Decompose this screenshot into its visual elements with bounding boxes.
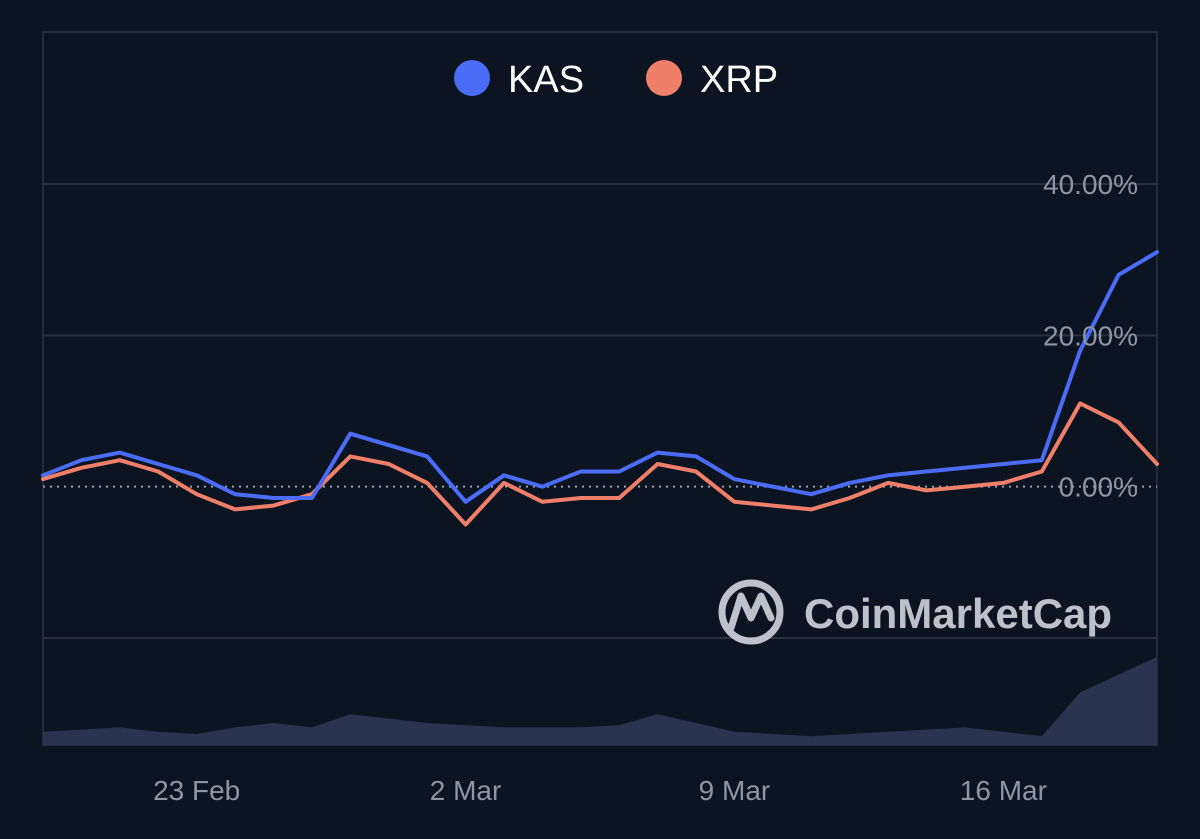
legend-kas-label: KAS (508, 59, 584, 101)
x-tick-label: 23 Feb (153, 775, 240, 806)
y-axis-ticks: 40.00% 20.00% 0.00% (1043, 169, 1138, 503)
y-tick-label: 20.00% (1043, 320, 1138, 351)
coinmarketcap-logo-icon (718, 579, 784, 645)
y-tick-label: 40.00% (1043, 169, 1138, 200)
legend-kas-marker-icon (454, 60, 490, 96)
volume-area-path (43, 657, 1157, 745)
x-tick-label: 9 Mar (699, 775, 771, 806)
series-line-xrp (41, 401, 1159, 527)
watermark: CoinMarketCap (718, 579, 1112, 645)
legend: KAS XRP (454, 59, 778, 101)
volume-area (43, 657, 1157, 745)
series-lines (41, 250, 1159, 527)
watermark-text: CoinMarketCap (804, 590, 1112, 637)
legend-item-xrp[interactable]: XRP (646, 59, 778, 101)
legend-item-kas[interactable]: KAS (454, 59, 584, 101)
x-axis-ticks: 23 Feb 2 Mar 9 Mar 16 Mar (153, 775, 1047, 806)
gridlines (43, 183, 1157, 639)
legend-xrp-marker-icon (646, 60, 682, 96)
series-line-kas (41, 250, 1159, 504)
x-tick-label: 2 Mar (430, 775, 502, 806)
y-tick-label: 0.00% (1059, 472, 1138, 503)
legend-xrp-label: XRP (700, 59, 778, 101)
x-tick-label: 16 Mar (960, 775, 1047, 806)
